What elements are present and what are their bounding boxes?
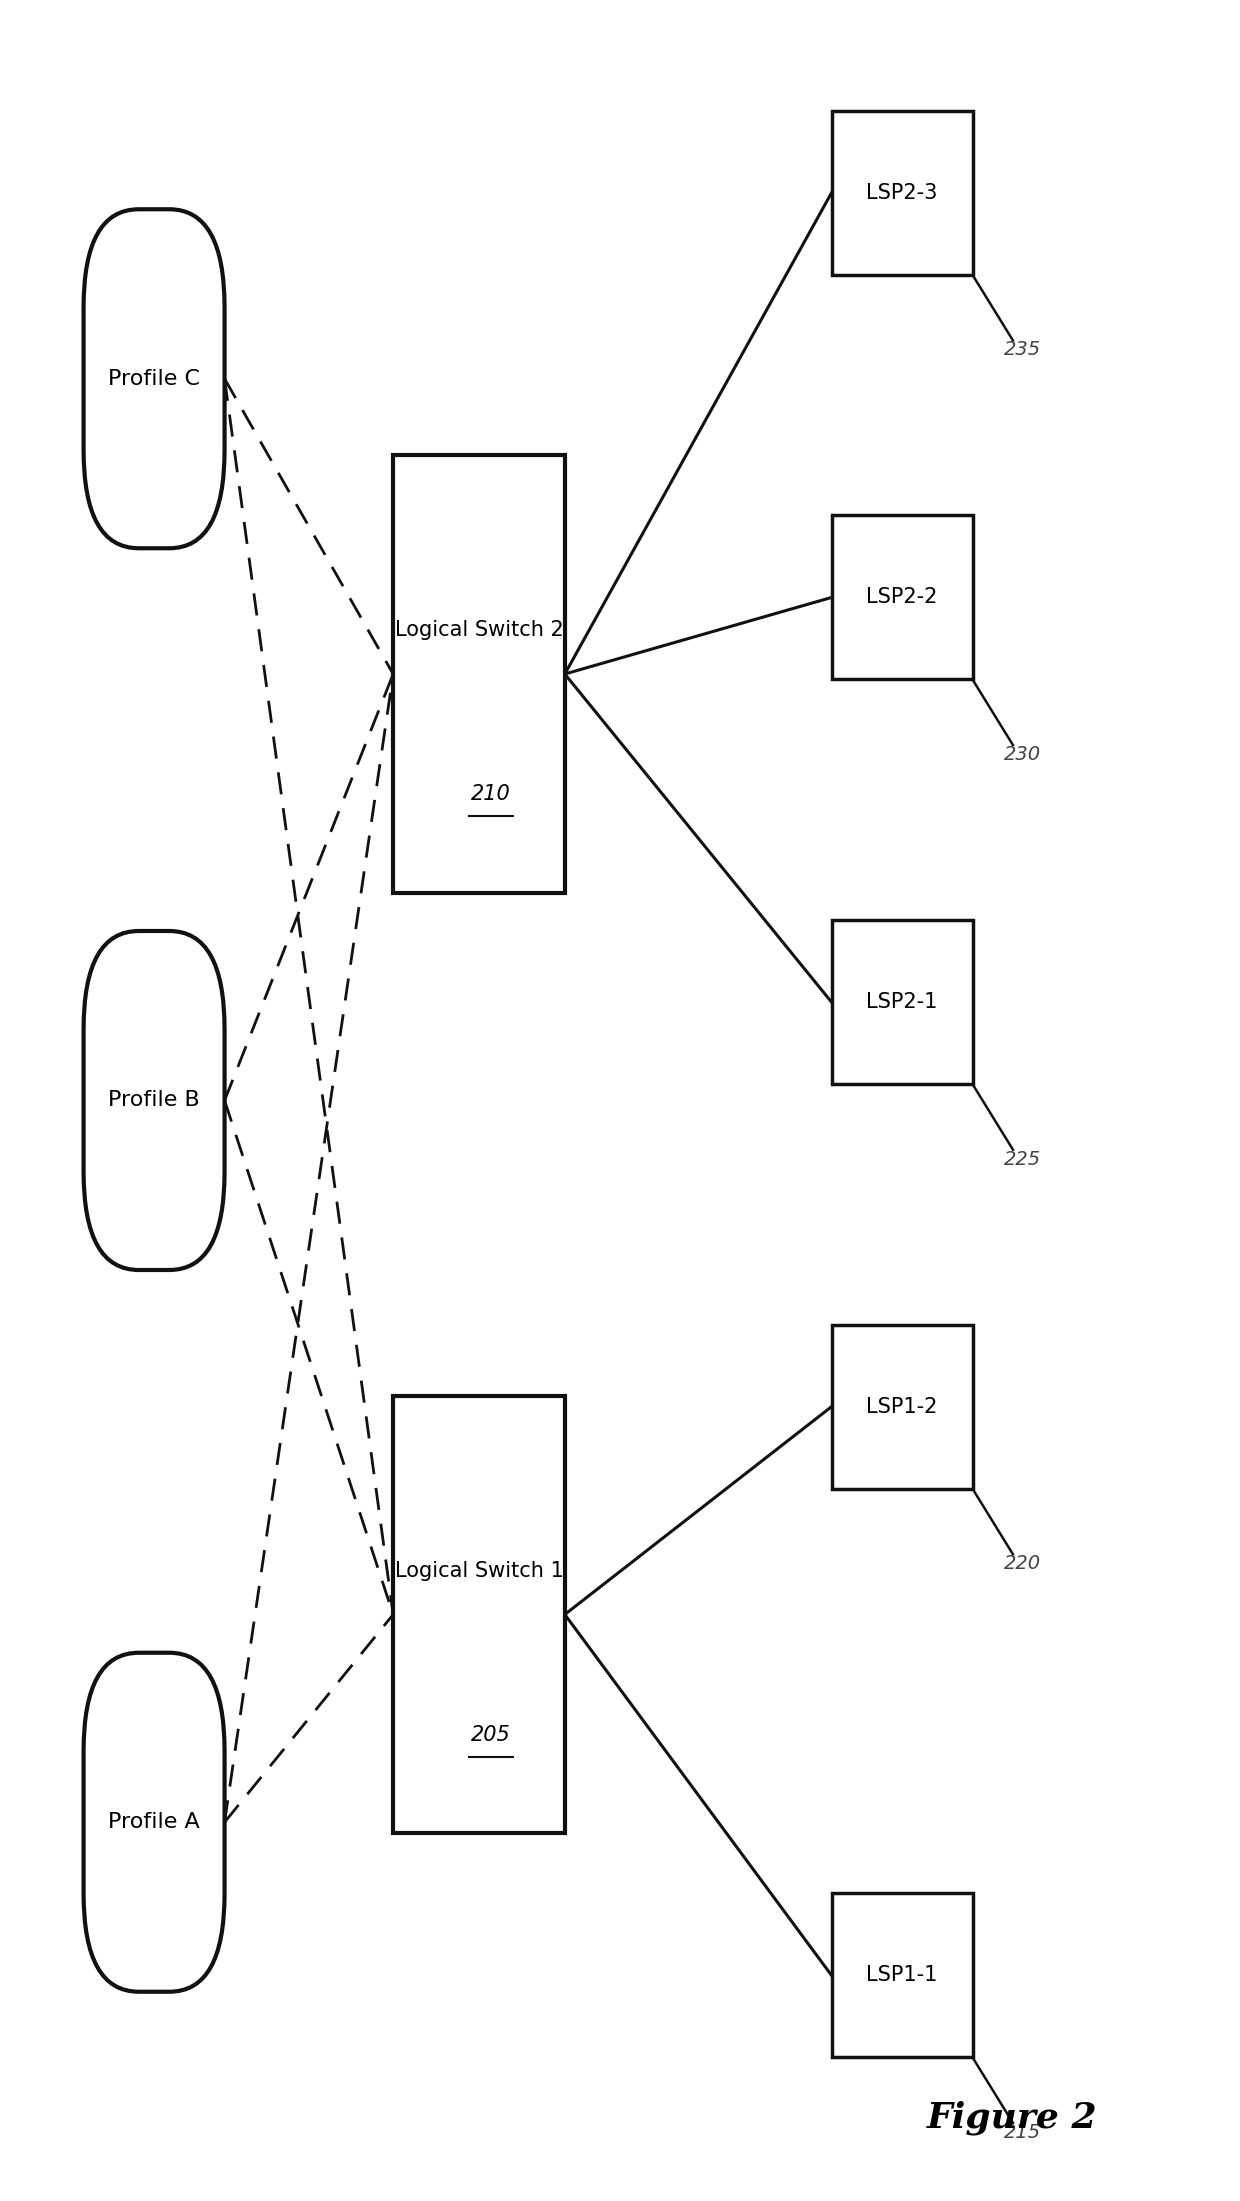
Text: LSP2-2: LSP2-2 [867, 588, 937, 607]
FancyBboxPatch shape [83, 1653, 224, 1992]
Text: 210: 210 [471, 784, 511, 803]
Text: 230: 230 [1004, 746, 1042, 764]
FancyBboxPatch shape [832, 1325, 972, 1488]
Text: LSP1-1: LSP1-1 [867, 1965, 937, 1985]
Text: Profile A: Profile A [108, 1811, 200, 1831]
Text: 225: 225 [1004, 1149, 1042, 1169]
Text: Profile C: Profile C [108, 370, 200, 390]
FancyBboxPatch shape [393, 1395, 565, 1833]
Text: Figure 2: Figure 2 [928, 2100, 1097, 2135]
Text: LSP2-3: LSP2-3 [867, 183, 937, 202]
FancyBboxPatch shape [393, 456, 565, 894]
FancyBboxPatch shape [832, 110, 972, 275]
FancyBboxPatch shape [83, 931, 224, 1270]
Text: Profile B: Profile B [108, 1089, 200, 1112]
FancyBboxPatch shape [832, 1893, 972, 2058]
Text: LSP1-2: LSP1-2 [867, 1398, 937, 1417]
Text: 235: 235 [1004, 341, 1042, 359]
Text: Logical Switch 2: Logical Switch 2 [394, 621, 563, 640]
FancyBboxPatch shape [832, 515, 972, 680]
Text: Logical Switch 1: Logical Switch 1 [394, 1561, 563, 1580]
FancyBboxPatch shape [83, 209, 224, 548]
FancyBboxPatch shape [832, 920, 972, 1085]
Text: 215: 215 [1004, 2124, 1042, 2142]
Text: LSP2-1: LSP2-1 [867, 993, 937, 1012]
Text: 205: 205 [471, 1726, 511, 1745]
Text: 220: 220 [1004, 1554, 1042, 1574]
